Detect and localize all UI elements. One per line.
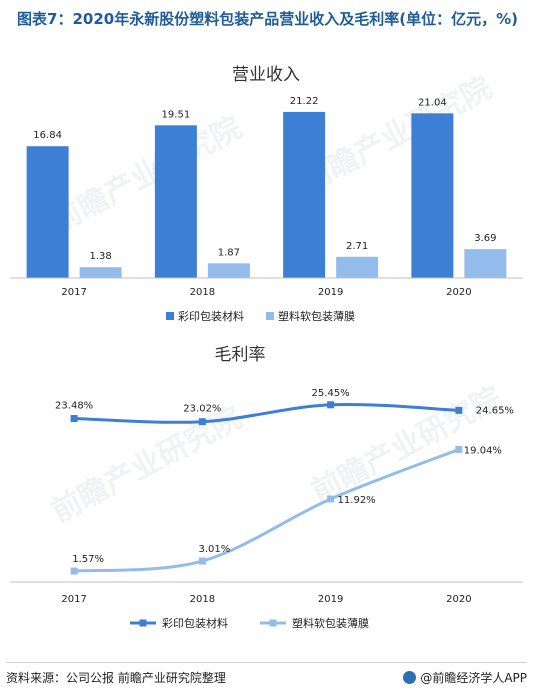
data-label: 2.71 bbox=[346, 241, 368, 252]
x-tick-label: 2020 bbox=[446, 287, 471, 298]
gross-margin-line-chart: 毛利率 23.48% 23.02% 25.45% 24.65% 1.57% 3.01% 11.… bbox=[10, 345, 523, 630]
footer: 资料来源：公司公报 前瞻产业研究院整理 @前瞻经济学人APP bbox=[6, 662, 527, 691]
brand-label: @前瞻经济学人APP bbox=[420, 670, 527, 685]
data-point bbox=[198, 418, 206, 426]
bar bbox=[207, 263, 250, 278]
x-tick-label: 2019 bbox=[318, 287, 343, 298]
data-label: 16.84 bbox=[33, 130, 62, 141]
bar bbox=[26, 146, 69, 278]
brand-logo-icon bbox=[403, 670, 417, 684]
bar bbox=[79, 267, 122, 278]
data-label: 21.04 bbox=[418, 97, 447, 108]
legend-label: 彩印包装材料 bbox=[178, 309, 244, 323]
legend-swatch bbox=[166, 312, 174, 320]
brand: @前瞻经济学人APP bbox=[403, 669, 527, 686]
bar bbox=[336, 256, 379, 278]
data-point bbox=[70, 567, 78, 575]
series-line bbox=[74, 402, 459, 424]
legend-marker bbox=[139, 619, 147, 627]
data-label: 1.87 bbox=[218, 247, 240, 258]
chart-title: 营业收入 bbox=[232, 65, 300, 85]
legend-swatch bbox=[266, 312, 274, 320]
chart-title: 毛利率 bbox=[215, 345, 266, 365]
bar bbox=[283, 111, 326, 278]
bar bbox=[464, 249, 507, 278]
data-point bbox=[455, 406, 463, 414]
data-label: 11.92% bbox=[338, 495, 376, 506]
data-label: 1.38 bbox=[89, 251, 111, 262]
x-tick-label: 2020 bbox=[446, 594, 471, 605]
data-label: 25.45% bbox=[312, 388, 350, 399]
x-tick-label: 2017 bbox=[61, 594, 86, 605]
legend-label: 彩印包装材料 bbox=[162, 616, 228, 630]
x-tick-label: 2019 bbox=[318, 594, 343, 605]
bar bbox=[154, 125, 197, 278]
x-tick-label: 2018 bbox=[190, 594, 215, 605]
data-label: 19.04% bbox=[464, 445, 502, 456]
data-point bbox=[327, 401, 335, 409]
data-label: 24.65% bbox=[476, 405, 514, 416]
data-point bbox=[455, 445, 463, 453]
bar bbox=[411, 113, 454, 278]
data-label: 23.48% bbox=[55, 401, 93, 412]
legend-marker bbox=[269, 619, 277, 627]
data-label: 19.51 bbox=[162, 109, 191, 120]
legend-label: 塑料软包装薄膜 bbox=[278, 309, 355, 323]
legend-label: 塑料软包装薄膜 bbox=[292, 616, 369, 630]
x-tick-label: 2018 bbox=[190, 287, 215, 298]
series-line bbox=[74, 448, 460, 573]
figure-title: 图表7：2020年永新股份塑料包装产品营业收入及毛利率(单位：亿元，%) bbox=[17, 10, 518, 28]
source-note: 资料来源：公司公报 前瞻产业研究院整理 bbox=[6, 670, 226, 685]
data-point bbox=[327, 495, 335, 503]
data-label: 21.22 bbox=[290, 96, 319, 107]
data-point bbox=[70, 415, 78, 423]
data-label: 1.57% bbox=[72, 554, 104, 565]
revenue-bar-chart: 营业收入 16.84 1.38 2017 19.51 1.87 2018 21.22 2.71 2… bbox=[10, 65, 523, 323]
data-label: 23.02% bbox=[183, 404, 221, 415]
data-label: 3.01% bbox=[198, 544, 230, 555]
x-tick-label: 2017 bbox=[61, 287, 86, 298]
data-label: 3.69 bbox=[474, 233, 496, 244]
data-point bbox=[198, 557, 206, 565]
